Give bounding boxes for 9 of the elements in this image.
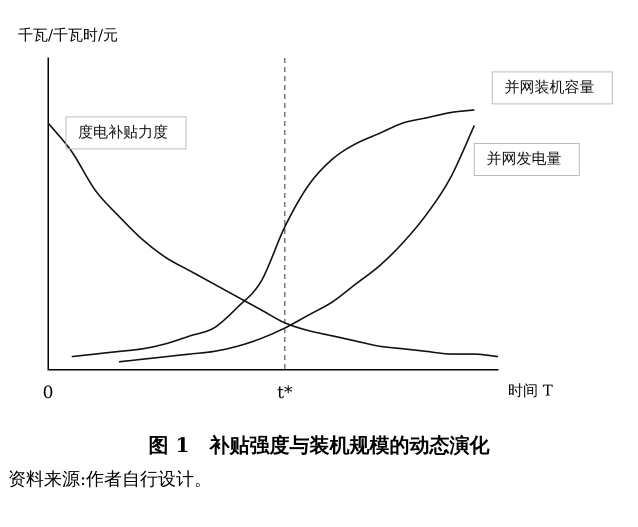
x-axis-title: 时间 T <box>508 381 553 400</box>
x-tick-label: 0 <box>42 383 54 404</box>
text: 并网装机容量 <box>504 78 594 96</box>
series-label: 度电补贴力度 <box>78 122 168 141</box>
series-label: 并网发电量 <box>486 149 562 168</box>
text: 图 1 补贴强度与装机规模的动态演化 <box>148 432 490 459</box>
text: 资料来源:作者自行设计。 <box>8 468 214 491</box>
y-axis-title: 千瓦/千瓦时/元 <box>18 26 118 44</box>
x-tick-label: t* <box>277 383 293 404</box>
